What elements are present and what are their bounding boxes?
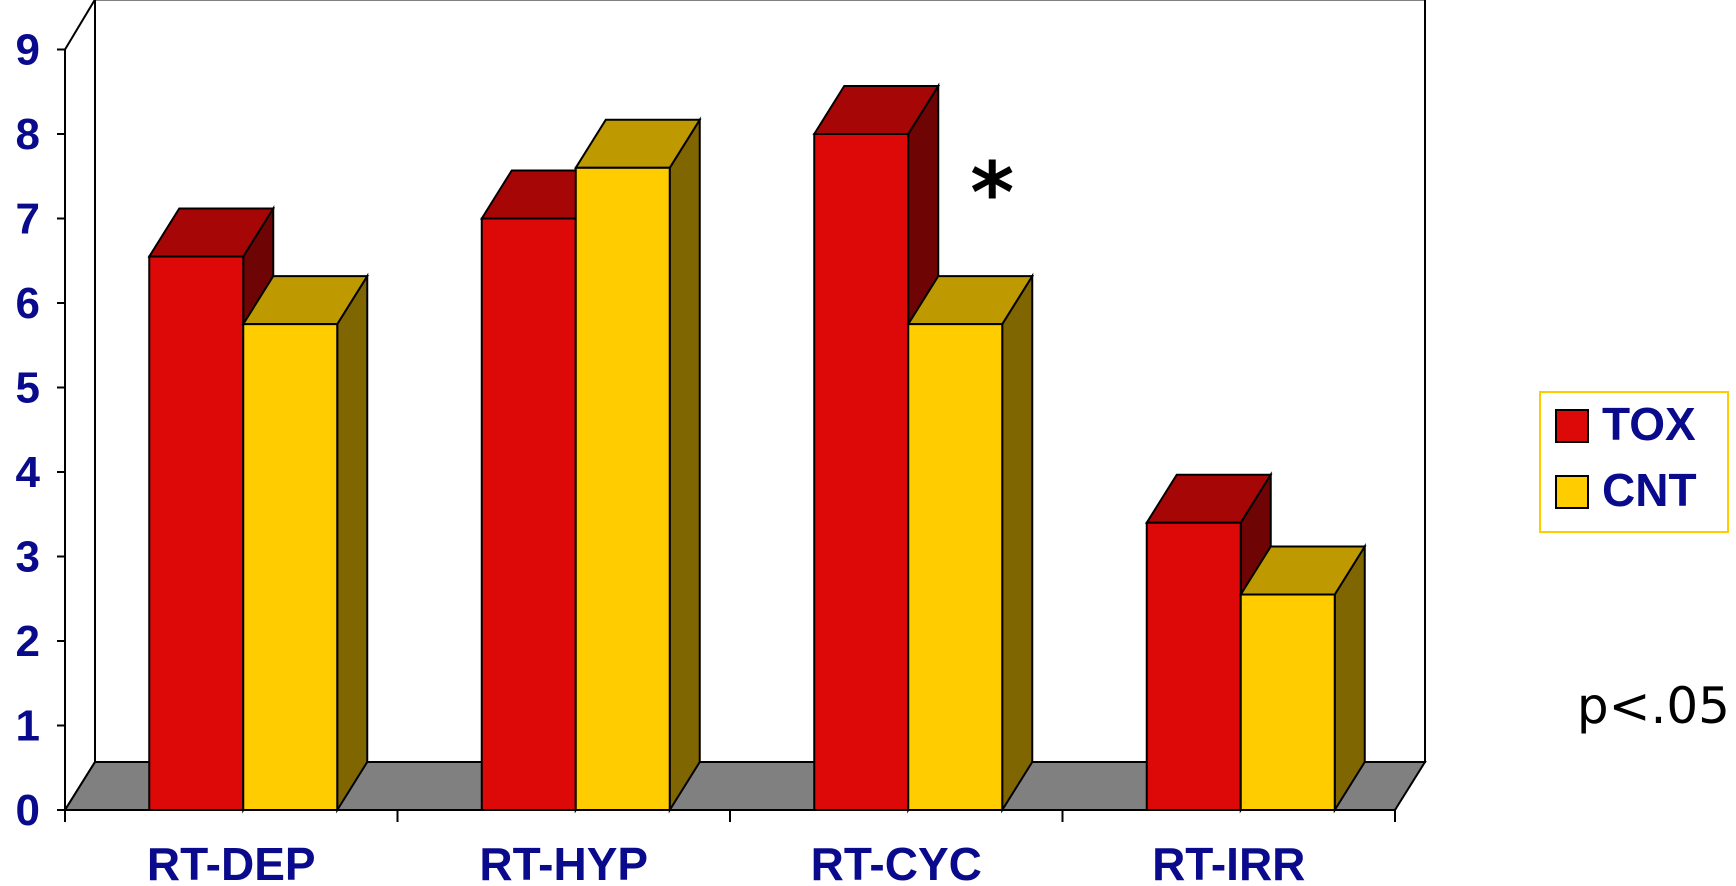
bar-front-face [574,166,671,812]
legend-swatch [1555,409,1589,443]
left-wall-panel [64,0,96,814]
y-tick-label: 2 [16,617,40,666]
y-tick-label: 5 [16,364,40,413]
bar-cnt-rt-dep [241,272,370,814]
x-category-label: RT-IRR [1152,838,1305,886]
bar-front-face [242,323,339,811]
legend-label: CNT [1602,464,1697,516]
y-tick-label: 8 [16,110,40,159]
bar-front-face [1145,521,1242,811]
bar-front-face [907,323,1004,811]
bar-cnt-rt-hyp [573,116,702,814]
y-axis: 0 1 2 3 4 5 6 7 8 9 [16,26,66,835]
x-category-label: RT-CYC [811,838,982,886]
x-category-label: RT-DEP [147,838,316,886]
x-category-label: RT-HYP [479,838,648,886]
y-tick-label: 4 [16,448,41,497]
bar-front-face [1239,593,1336,812]
bar-front-face [148,255,245,811]
legend-item-tox: TOX [1555,398,1696,450]
y-tick-label: 9 [16,26,40,75]
significance-star: * [970,144,1014,242]
y-tick-label: 0 [16,786,40,835]
bar-front-face [813,133,910,811]
legend-item-cnt: CNT [1555,464,1697,516]
bar-side-face [336,272,369,814]
bar-front-face [480,217,577,811]
y-tick-label: 3 [16,533,40,582]
x-axis: RT-DEP RT-HYP RT-CYC RT-IRR [64,809,1396,886]
y-tick-label: 6 [16,279,40,328]
bar-cnt-rt-cyc [906,272,1035,814]
y-tick-label: 7 [16,195,40,244]
annotations: * p<.05 [970,144,1730,735]
legend: TOX CNT [1539,391,1729,533]
bar-side-face [1001,272,1034,814]
bars [147,82,1367,814]
bar-side-face [668,116,701,814]
legend-label: TOX [1602,398,1696,450]
p-value-annotation: p<.05 [1577,677,1730,735]
bar-cnt-rt-irr [1238,543,1367,814]
y-tick-label: 1 [16,702,40,751]
legend-swatch [1555,475,1589,509]
